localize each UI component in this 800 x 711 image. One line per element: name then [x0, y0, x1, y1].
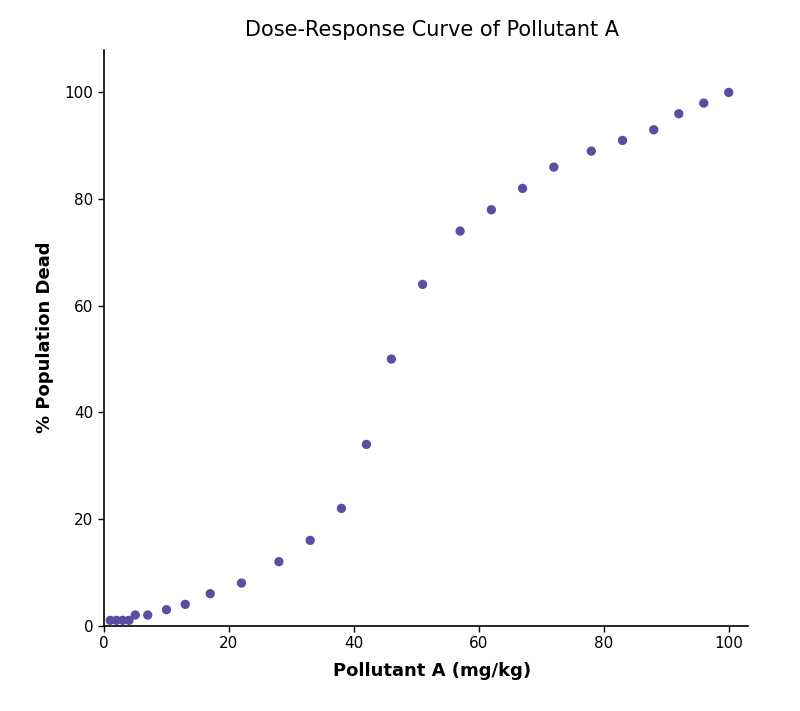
Point — [116, 614, 129, 626]
X-axis label: Pollutant A (mg/kg): Pollutant A (mg/kg) — [333, 662, 531, 680]
Point — [385, 353, 398, 365]
Y-axis label: % Population Dead: % Population Dead — [35, 242, 54, 434]
Point — [698, 97, 710, 109]
Point — [104, 614, 117, 626]
Point — [204, 588, 217, 599]
Point — [273, 556, 286, 567]
Point — [585, 145, 598, 156]
Point — [360, 439, 373, 450]
Point — [647, 124, 660, 135]
Point — [179, 599, 192, 610]
Point — [142, 609, 154, 621]
Point — [122, 614, 135, 626]
Point — [454, 225, 466, 237]
Point — [485, 204, 498, 215]
Point — [672, 108, 685, 119]
Point — [235, 577, 248, 589]
Point — [516, 183, 529, 194]
Point — [129, 609, 142, 621]
Point — [616, 134, 629, 146]
Point — [416, 279, 429, 290]
Point — [160, 604, 173, 616]
Point — [110, 614, 123, 626]
Point — [335, 503, 348, 514]
Title: Dose-Response Curve of Pollutant A: Dose-Response Curve of Pollutant A — [245, 20, 619, 40]
Point — [547, 161, 560, 173]
Point — [304, 535, 317, 546]
Point — [722, 87, 735, 98]
